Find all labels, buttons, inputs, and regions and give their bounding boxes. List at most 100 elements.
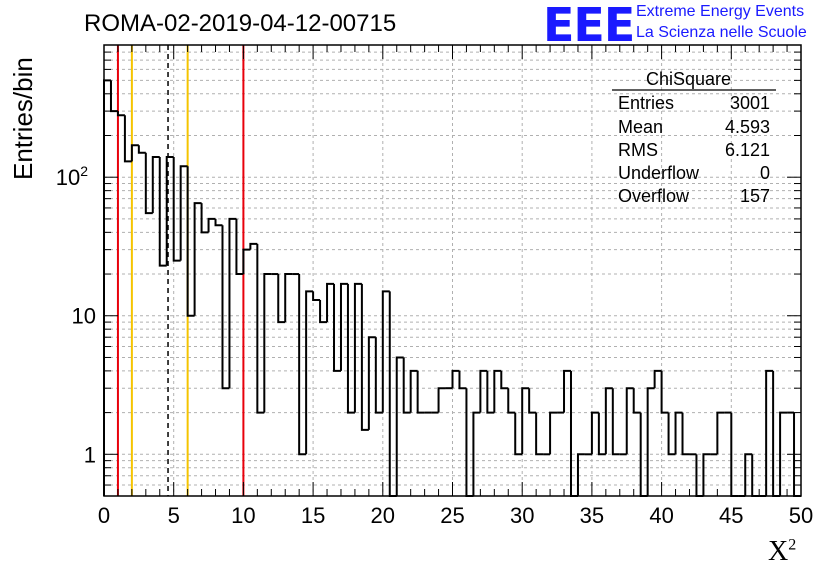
histogram-bin (298, 274, 307, 456)
histogram-bin (116, 111, 125, 117)
histogram-bin (130, 144, 139, 162)
histogram-bin (458, 370, 467, 390)
histogram-bin (333, 283, 341, 372)
histogram-bin (611, 388, 620, 456)
stats-label: RMS (618, 140, 658, 160)
y-tick-label: 10 (72, 304, 96, 329)
histogram-bin (465, 388, 474, 497)
histogram-bin (200, 203, 209, 234)
x-tick-label: 45 (719, 503, 743, 528)
stats-label: Underflow (618, 163, 700, 183)
logo-line-2: La Scienza nelle Scuole (636, 24, 807, 41)
stats-label: Mean (618, 117, 664, 137)
histogram-bin (221, 225, 230, 390)
y-tick-label: 1 (84, 442, 96, 467)
histogram-bin (576, 453, 585, 496)
stats-box-title: ChiSquare (646, 69, 732, 89)
x-tick-label: 25 (440, 503, 464, 528)
histogram-bin (528, 388, 537, 414)
histogram-bin (256, 243, 265, 414)
x-tick-label: 10 (231, 503, 255, 528)
histogram-bin (305, 290, 314, 455)
histogram-bin (646, 387, 655, 496)
histogram-bin (165, 155, 174, 266)
stats-row-rms: RMS 6.121 (618, 140, 770, 161)
histogram-bin (653, 369, 662, 389)
histogram-bin (674, 411, 683, 455)
histogram-bin (667, 412, 676, 456)
histogram-bin (625, 387, 634, 455)
histogram-bin (235, 218, 244, 276)
histogram-bin (381, 290, 390, 413)
histogram-bin (346, 283, 355, 414)
histogram-bin (158, 156, 167, 267)
chart-title: ROMA-02-2019-04-12-00715 (84, 10, 397, 37)
histogram-bin (186, 166, 195, 317)
y-axis-label: Entries/bin (8, 57, 38, 180)
histogram-bin (493, 369, 502, 413)
histogram-bin (353, 282, 362, 413)
stats-label: Entries (618, 93, 675, 113)
x-tick-label: 30 (510, 503, 534, 528)
stats-row-mean: Mean 4.593 (618, 117, 770, 138)
histogram-bin (632, 388, 641, 414)
y-tick-label-exponent: 2 (80, 163, 88, 179)
stats-value: 157 (739, 186, 770, 206)
histogram-bin (772, 370, 781, 497)
histogram-bin (702, 453, 711, 496)
histogram-bin (521, 387, 530, 455)
x-tick-label: 50 (789, 503, 813, 528)
stats-row-overflow: Overflow 157 (618, 186, 770, 207)
histogram-bin (137, 145, 146, 154)
histogram-bin (284, 273, 293, 323)
histogram-bin (744, 453, 753, 496)
histogram-bin (590, 411, 599, 455)
histogram-bin (416, 370, 425, 414)
histogram-bin (242, 248, 251, 275)
histogram-bin (263, 273, 272, 413)
histogram-bin (207, 217, 216, 233)
histogram-bin (179, 165, 188, 261)
histogram-bin (437, 387, 446, 413)
x-tick-label: 20 (371, 503, 395, 528)
stats-value: 6.121 (724, 140, 770, 160)
histogram-bin (597, 412, 606, 456)
histogram-bin (374, 337, 383, 414)
y-tick-label: 102 (56, 163, 88, 190)
histogram-bin (319, 299, 328, 324)
stats-value: 3001 (729, 93, 770, 113)
histogram-bin (660, 370, 669, 414)
histogram-bin (402, 357, 411, 414)
x-tick-label: 5 (168, 503, 180, 528)
x-tick-label: 40 (649, 503, 673, 528)
histogram-bin (514, 412, 523, 456)
histogram-bin (765, 369, 774, 496)
histogram-bin (277, 274, 286, 324)
histogram-bin (507, 388, 516, 414)
stats-row-underflow: Underflow 0 (618, 163, 770, 184)
histogram-bin (151, 155, 160, 214)
histogram-bin (172, 156, 181, 262)
x-axis-label: X2 (768, 536, 797, 567)
histogram-bin (409, 369, 418, 413)
x-tick-label: 15 (301, 503, 325, 528)
x-tick-label: 0 (98, 503, 110, 528)
histogram-bin (451, 369, 460, 389)
histogram-bin (144, 152, 153, 215)
histogram-bin (563, 369, 571, 413)
histogram-bin (535, 412, 544, 456)
histogram-bin (716, 411, 725, 455)
eee-logo: EEE (543, 0, 635, 52)
histogram-bin (486, 370, 495, 414)
stats-value: 4.593 (724, 117, 770, 137)
histogram-bin (681, 412, 690, 456)
stats-row-entries: Entries 3001 (618, 93, 770, 114)
histogram-bin (339, 282, 348, 371)
histogram-bin (367, 336, 376, 430)
histogram-bin (326, 282, 335, 323)
histogram-bin (109, 80, 118, 113)
histogram-bin (472, 411, 481, 496)
histogram-bin (360, 283, 369, 431)
histogram-bin (779, 411, 788, 496)
